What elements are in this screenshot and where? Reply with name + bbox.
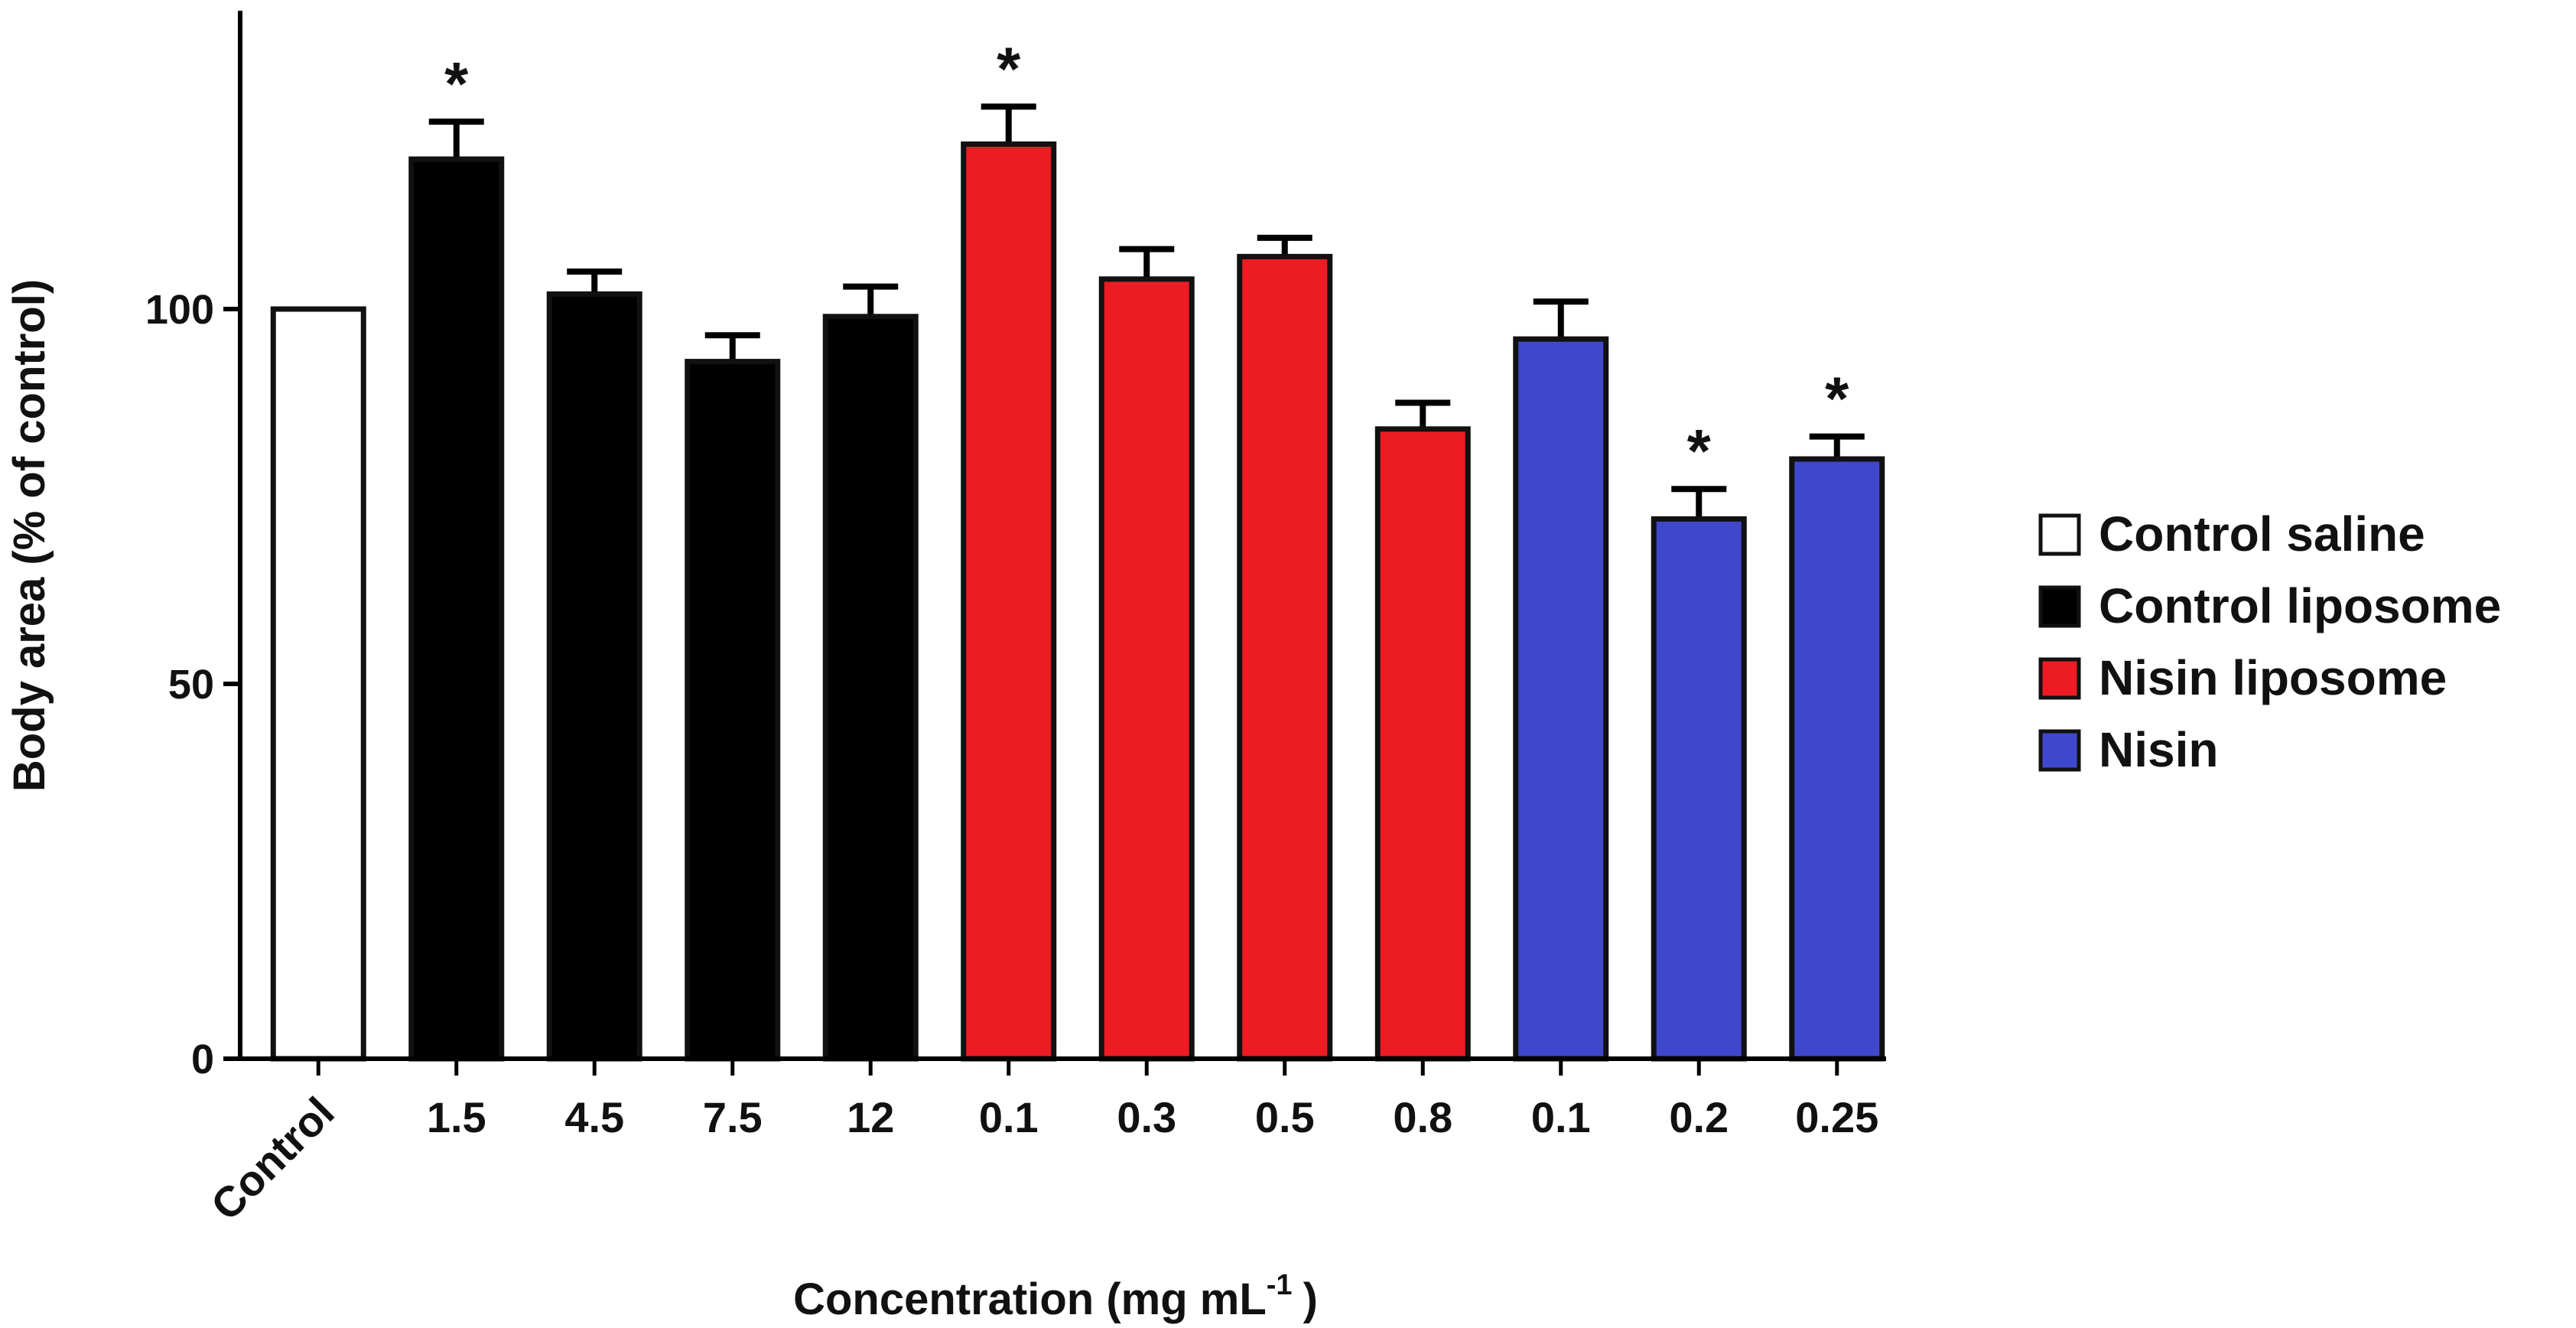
significance-star: *	[1825, 365, 1849, 433]
x-axis-title-superscript: -1	[1267, 1269, 1293, 1301]
x-tick-label: 0.2	[1669, 1093, 1729, 1141]
y-tick-label: 0	[191, 1037, 214, 1082]
legend-swatch	[2038, 585, 2081, 628]
legend-swatch	[2038, 729, 2081, 772]
axes: Body area (% of control) Concentration (…	[5, 11, 1886, 1324]
x-tick-label: 1.5	[427, 1093, 486, 1141]
legend-swatch	[2038, 657, 2081, 700]
plot-area: * * * *	[270, 34, 1885, 1062]
x-tick-label: 4.5	[564, 1093, 624, 1141]
x-tick-label: 0.1	[1531, 1093, 1591, 1141]
x-axis-title-close: )	[1303, 1274, 1318, 1324]
x-tick-label: 0.8	[1393, 1093, 1452, 1141]
bar	[1651, 516, 1747, 1062]
legend-label: Nisin	[2099, 722, 2218, 777]
legend-swatch	[2038, 513, 2081, 556]
bar	[1374, 426, 1471, 1062]
bar	[1789, 456, 1885, 1062]
x-tick-label: 7.5	[703, 1093, 763, 1141]
legend-label: Nisin liposome	[2099, 650, 2447, 705]
y-tick-label: 100	[145, 287, 214, 333]
significance-star: *	[997, 34, 1021, 103]
x-axis-title-text: Concentration (mg mL	[793, 1274, 1267, 1324]
x-tick-label: 0.25	[1795, 1093, 1878, 1141]
x-tick-label: 0.5	[1255, 1093, 1315, 1141]
bar	[1237, 253, 1333, 1062]
y-axis-title: Body area (% of control)	[5, 279, 54, 792]
bar	[685, 359, 781, 1062]
significance-star: *	[444, 50, 469, 118]
legend-label: Control liposome	[2099, 578, 2501, 633]
bar	[822, 314, 919, 1062]
bar	[961, 141, 1057, 1062]
x-tick-label: Control	[201, 1088, 343, 1229]
bar	[270, 306, 366, 1062]
bar	[1513, 336, 1609, 1062]
significance-star: *	[1687, 417, 1712, 485]
x-tick-label: 0.3	[1117, 1093, 1176, 1141]
bar	[408, 156, 505, 1062]
bar	[1098, 276, 1195, 1062]
legend-label: Control saline	[2099, 506, 2425, 561]
x-axis-title: Concentration (mg mL-1)	[793, 1269, 1318, 1324]
legend: Control saline Control liposome Nisin lipo…	[2038, 506, 2501, 777]
y-tick-label: 50	[168, 662, 214, 708]
x-tick-label: 0.1	[979, 1093, 1039, 1141]
x-tick-label: 12	[847, 1093, 894, 1141]
bar	[546, 291, 642, 1062]
